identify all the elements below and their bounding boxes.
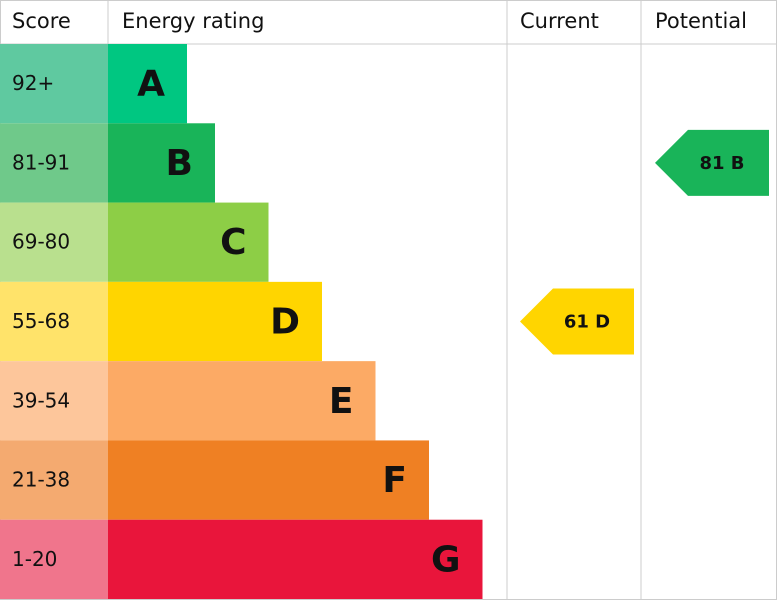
rating-bar [108,361,376,441]
potential-label: 81 B [699,153,744,174]
potential-arrow [655,129,769,196]
rating-bar [108,440,429,520]
score-label: 55-68 [12,309,70,333]
score-cell [0,440,108,520]
rating-bar [108,44,187,124]
score-label: 81-91 [12,150,70,174]
header-potential: Potential [655,9,747,33]
rating-letter: D [270,302,300,343]
score-label: 1-20 [12,547,57,571]
current-label: 61 D [564,312,610,333]
rating-letter: A [137,64,165,105]
rating-letter: G [431,539,461,580]
score-label: 69-80 [12,230,70,254]
score-cell [0,361,108,441]
score-cell [0,44,108,124]
rating-letter: E [329,381,354,422]
rating-bar [108,519,483,599]
score-label: 39-54 [12,388,70,412]
header-score: Score [12,9,71,33]
score-label: 92+ [12,71,54,95]
header-rating: Energy rating [122,9,264,33]
score-cell [0,123,108,203]
header-current: Current [520,9,599,33]
rating-bar [108,281,322,362]
rating-letter: B [166,143,193,184]
rating-letter: F [382,460,407,501]
score-cell [0,519,108,599]
score-cell [0,281,108,362]
score-cell [0,202,108,282]
rating-bar [108,202,269,282]
rating-letter: C [220,222,246,263]
rating-bar [108,123,215,203]
score-label: 21-38 [12,468,70,492]
current-arrow [520,288,634,355]
